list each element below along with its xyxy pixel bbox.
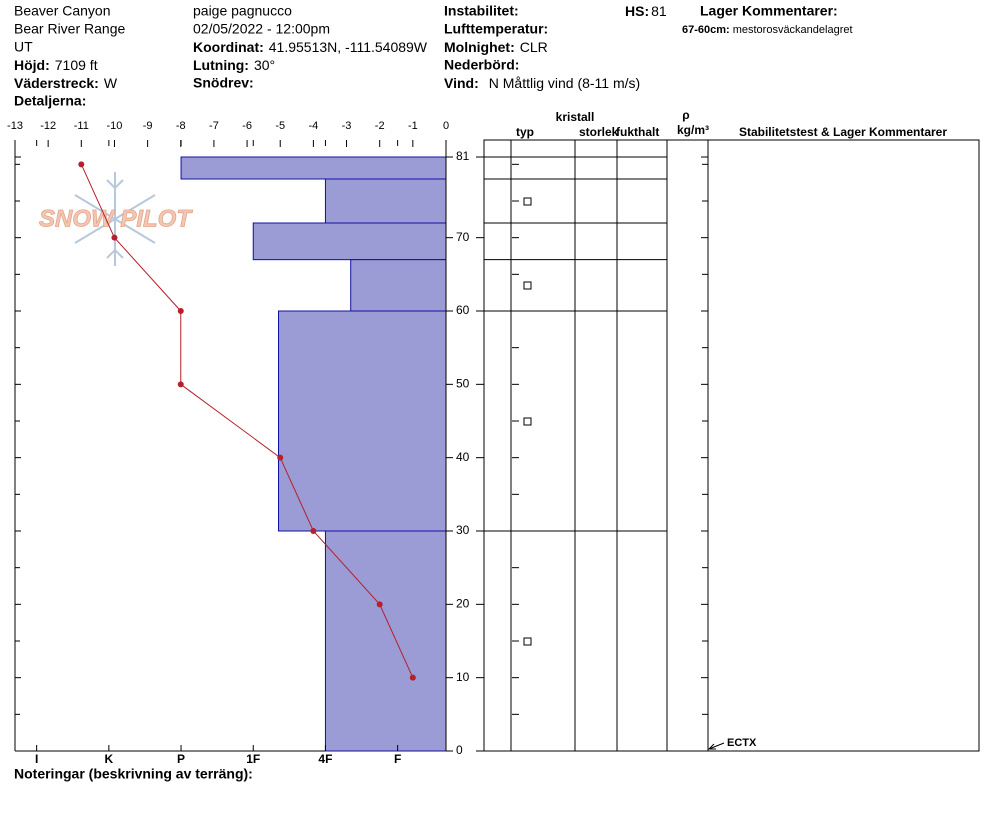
- label: Vind:: [444, 75, 479, 91]
- table-header: kristall: [556, 110, 595, 124]
- table-frame: [483, 139, 980, 752]
- aspect: Väderstreck: W: [14, 75, 118, 91]
- y-tick-label: 50: [456, 377, 470, 391]
- x-tick-label: -7: [209, 120, 219, 132]
- temperature-point: [277, 454, 284, 461]
- label: Väderstreck:: [14, 75, 99, 91]
- details: Detaljerna:: [14, 93, 86, 109]
- table-header: ρ: [682, 108, 689, 122]
- hardness-tick-label: P: [177, 752, 185, 766]
- value: N Måttlig vind (8-11 m/s): [489, 75, 640, 91]
- value: 7109 ft: [55, 57, 98, 73]
- y-tick-label: 70: [456, 230, 470, 244]
- hardness-layer: [350, 259, 447, 312]
- test-arrow: [708, 742, 725, 750]
- temperature-line: [80, 164, 414, 678]
- label: Koordinat:: [193, 39, 264, 55]
- instability: Instabilitet:: [444, 3, 519, 19]
- temperature-point: [177, 308, 184, 314]
- label: Molnighet:: [444, 39, 515, 55]
- y-tick-label: 20: [456, 597, 470, 611]
- table-header: fukthalt: [616, 125, 659, 139]
- x-tick-label: 0: [443, 120, 449, 132]
- state: UT: [14, 39, 33, 55]
- datetime: 02/05/2022 - 12:00pm: [193, 21, 330, 37]
- watermark-text: SNOW PILOT: [39, 205, 193, 232]
- grain-symbols: [523, 197, 532, 646]
- x-tick-label: -1: [408, 120, 418, 132]
- coordinates: Koordinat: 41.95513N, -111.54089W: [193, 39, 428, 55]
- observer: paige pagnucco: [193, 3, 292, 19]
- value: 30°: [254, 57, 275, 73]
- value: W: [104, 75, 118, 91]
- x-tick-label: -13: [7, 120, 23, 132]
- x-tick-label: -9: [143, 120, 153, 132]
- range: Bear River Range: [14, 21, 125, 37]
- watermark: [74, 172, 156, 266]
- temperature-point: [376, 601, 383, 608]
- hardness-tick-label: F: [394, 752, 401, 766]
- elevation: Höjd: 7109 ft: [14, 57, 98, 73]
- layer-comments-title: Lager Kommentarer:: [700, 3, 838, 19]
- temperature-point: [78, 161, 85, 168]
- wind-loading: Snödrev:: [193, 75, 254, 91]
- y-tick-label: 60: [456, 303, 470, 317]
- slope: Lutning: 30°: [193, 57, 275, 73]
- value: CLR: [520, 39, 548, 55]
- wind: Vind: N Måttlig vind (8-11 m/s): [444, 75, 640, 91]
- temperature-point: [177, 381, 184, 388]
- label: HS:: [625, 3, 649, 19]
- hardness-tick-label: 4F: [318, 752, 332, 766]
- temperature-point: [310, 528, 317, 534]
- hardness-layer: [252, 222, 447, 261]
- x-tick-label: -4: [308, 120, 318, 132]
- test-arrowhead: [707, 743, 716, 750]
- hardness-tick-label: 1F: [246, 752, 260, 766]
- x-tick-label: -11: [74, 120, 89, 132]
- value: 81: [651, 3, 667, 19]
- x-tick-label: -2: [375, 120, 385, 132]
- value: 41.95513N, -111.54089W: [269, 39, 428, 55]
- table-header: typ: [516, 125, 534, 139]
- y-tick-label: 30: [456, 523, 470, 537]
- table-header: Stabilitetstest & Lager Kommentarer: [739, 125, 947, 139]
- x-tick-label: -12: [40, 120, 56, 132]
- notes: Noteringar (beskrivning av terräng):: [14, 766, 253, 782]
- x-tick-label: -5: [275, 120, 285, 132]
- y-tick-label: 40: [456, 450, 470, 464]
- hs: HS: 81: [625, 3, 667, 19]
- y-tick-label: 10: [456, 670, 470, 684]
- hardness-layer: [180, 156, 447, 180]
- temperature-point: [409, 674, 416, 681]
- hardness-layer: [278, 310, 447, 532]
- table-header: kg/m³: [677, 123, 709, 137]
- sky: Molnighet: CLR: [444, 39, 548, 55]
- test-label: ECTX: [727, 737, 757, 749]
- y-tick-label: 81: [456, 149, 470, 163]
- x-tick-label: -3: [342, 120, 352, 132]
- label: 67-60cm:: [682, 24, 730, 36]
- precip: Nederbörd:: [444, 57, 519, 73]
- value: mestorosväckandelagret: [733, 24, 853, 36]
- hardness-tick-label: K: [105, 752, 114, 766]
- temperature-point: [111, 234, 118, 241]
- x-tick-label: -8: [176, 120, 186, 132]
- label: Lutning:: [193, 57, 249, 73]
- site: Beaver Canyon: [14, 3, 111, 19]
- hardness-tick-label: I: [35, 752, 38, 766]
- x-tick-label: -10: [107, 120, 123, 132]
- y-tick-label: 0: [456, 743, 463, 757]
- label: Höjd:: [14, 57, 50, 73]
- hardness-layer: [324, 530, 447, 752]
- table-header: storlek: [579, 125, 619, 139]
- layer-comment: 67-60cm: mestorosväckandelagret: [682, 24, 853, 36]
- air-temp: Lufttemperatur:: [444, 21, 548, 37]
- x-tick-label: -6: [242, 120, 252, 132]
- hardness-layer: [324, 178, 447, 224]
